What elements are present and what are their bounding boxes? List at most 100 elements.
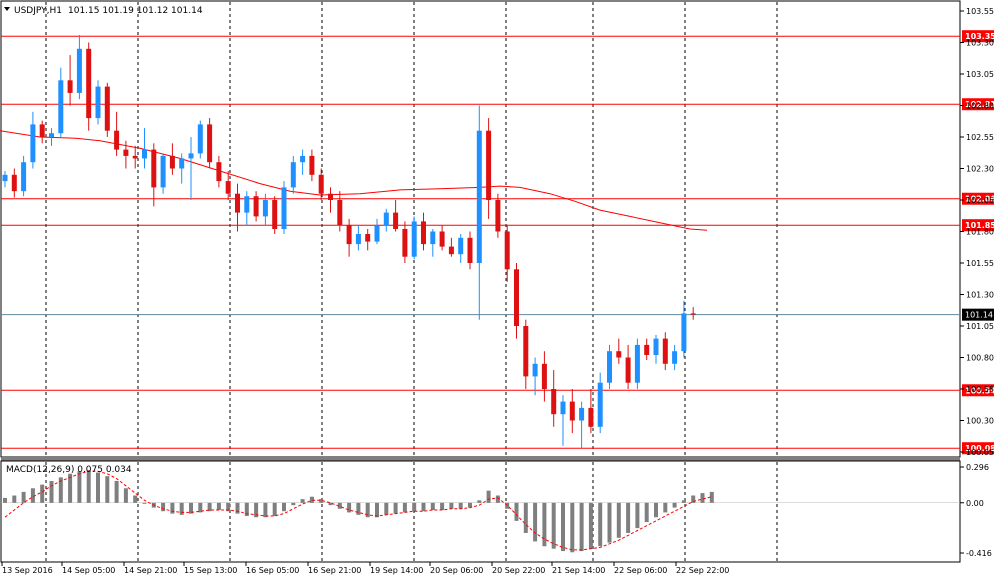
candle-body — [421, 221, 426, 245]
price-level-label: 102.81 — [965, 100, 996, 109]
price-tick-label: 101.05 — [966, 322, 994, 331]
macd-bar — [626, 502, 631, 533]
candle-body — [430, 231, 436, 245]
price-tick-label: 102.80 — [966, 102, 994, 111]
macd-bar — [588, 502, 593, 549]
ohlc-readout: 101.15 101.19 101.12 101.14 — [68, 6, 203, 16]
candle-body — [393, 212, 399, 229]
candle-body — [616, 351, 622, 358]
macd-bar — [468, 502, 472, 508]
macd-bar — [347, 502, 352, 513]
time-tick-label: 13 Sep 2016 — [2, 566, 53, 575]
price-tick-label: 101.55 — [966, 259, 994, 268]
macd-bar — [328, 502, 333, 506]
macd-indicator — [1, 470, 960, 553]
macd-bar — [123, 488, 128, 503]
candle-body — [262, 200, 268, 217]
macd-bar — [598, 502, 603, 547]
candle-body — [151, 149, 157, 188]
macd-bar — [21, 491, 26, 503]
macd-bar — [319, 499, 324, 503]
macd-bar — [505, 502, 510, 509]
candle-body — [551, 389, 557, 415]
macd-bar — [77, 471, 82, 503]
price-level-label: 101.85 — [965, 221, 996, 230]
macd-bar — [533, 502, 538, 542]
candle-body — [374, 225, 380, 242]
time-tick-label: 20 Sep 22:00 — [492, 566, 545, 575]
macd-bar — [579, 502, 584, 552]
candle-body — [328, 193, 333, 200]
macd-bar — [375, 502, 379, 518]
macd-bar — [291, 502, 296, 506]
macd-bar — [40, 484, 45, 503]
candle-body — [58, 80, 64, 134]
candle-body — [179, 158, 185, 169]
symbol-dropdown-icon[interactable] — [4, 7, 10, 11]
macd-bar — [644, 502, 649, 523]
macd-bar — [337, 502, 342, 509]
macd-bar — [663, 502, 668, 513]
macd-bar — [30, 488, 35, 503]
candle-body — [532, 363, 538, 377]
candle-body — [495, 200, 501, 232]
macd-bar — [709, 491, 714, 503]
candle-body — [579, 407, 585, 421]
macd-bar — [170, 502, 175, 514]
candle-body — [188, 153, 194, 159]
candle-body — [346, 225, 352, 245]
macd-bar — [607, 502, 612, 543]
candle-body — [253, 196, 259, 217]
candle-body — [30, 124, 36, 163]
candle-body — [644, 344, 650, 355]
macd-bar — [189, 502, 193, 514]
price-tick-label: 100.55 — [966, 385, 994, 394]
candle-body — [588, 407, 594, 427]
macd-bar — [570, 502, 575, 553]
candle-body — [541, 363, 547, 389]
price-tick-label: 102.55 — [966, 133, 994, 142]
macd-bar — [244, 502, 249, 517]
macd-bar — [486, 490, 491, 503]
candle-body — [235, 193, 240, 213]
macd-bar — [495, 495, 500, 503]
candle-body — [504, 231, 510, 270]
macd-bar — [616, 502, 621, 538]
candle-body — [142, 149, 147, 159]
macd-bar — [86, 470, 91, 503]
macd-tick-label: 0.00 — [966, 499, 984, 508]
price-level-badge — [962, 442, 994, 455]
macd-bar — [356, 502, 361, 515]
macd-bar — [3, 497, 7, 503]
price-level-badge — [962, 219, 994, 232]
candle-body — [2, 174, 8, 182]
current-price-badge — [962, 308, 994, 321]
time-axis: 13 Sep 2016 14 Sep 05:00 14 Sep 21:00 15 Se… — [1, 562, 729, 575]
candle-body — [625, 357, 631, 383]
macd-bar — [551, 502, 556, 549]
candle-body — [411, 221, 417, 257]
candle-body — [272, 200, 278, 229]
candle-body — [458, 237, 464, 255]
macd-bar — [384, 502, 389, 515]
macd-bar — [300, 499, 305, 503]
macd-bar — [133, 495, 138, 503]
macd-bar — [96, 472, 100, 503]
macd-bar — [49, 481, 54, 503]
candle-body — [514, 269, 519, 326]
candle-body — [104, 86, 110, 131]
candle-body — [21, 162, 27, 192]
candle-body — [169, 155, 175, 169]
candle-body — [216, 162, 222, 182]
macd-bar — [58, 477, 63, 503]
macd-bar — [365, 502, 370, 518]
macd-bar — [254, 502, 259, 518]
macd-bar — [142, 502, 147, 504]
price-tick-label: 101.80 — [966, 228, 994, 237]
candle-body — [337, 200, 343, 226]
macd-bar — [681, 500, 686, 503]
price-tick-label: 103.05 — [966, 70, 994, 79]
macd-bar — [440, 502, 445, 510]
candle-body — [197, 124, 203, 154]
